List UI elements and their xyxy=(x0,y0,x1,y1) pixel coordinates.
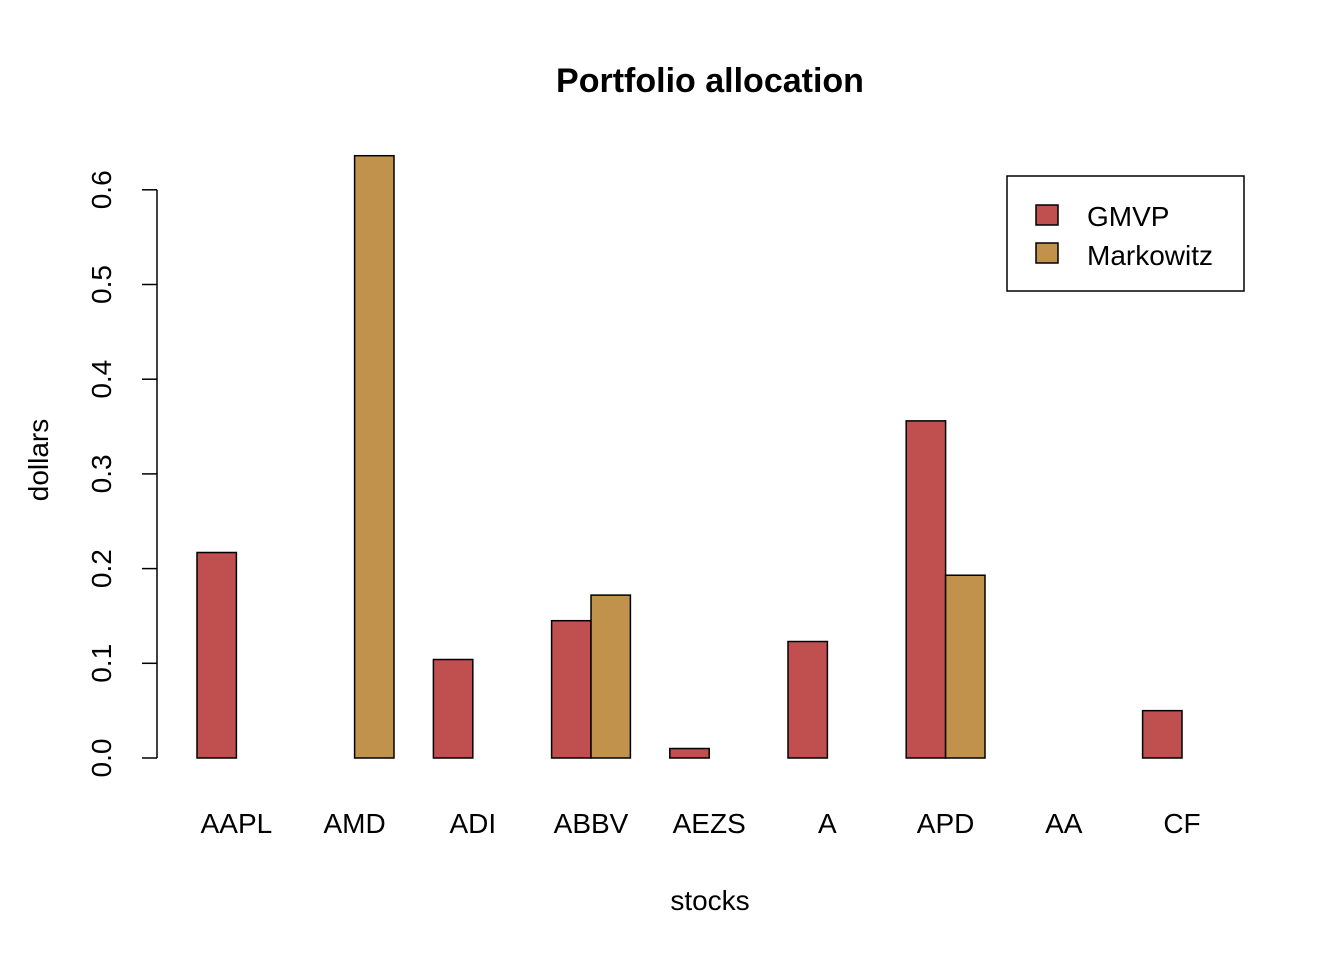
bar-gmvp-a xyxy=(787,640,829,759)
bars-group xyxy=(196,154,1183,759)
x-tick-label: AEZS xyxy=(673,808,746,839)
y-tick-label: 0.0 xyxy=(86,739,117,778)
x-tick-label: AAPL xyxy=(201,808,273,839)
chart-title: Portfolio allocation xyxy=(556,62,864,100)
y-tick-label: 0.3 xyxy=(86,454,117,493)
bar-gmvp-aapl xyxy=(196,551,238,759)
legend-box xyxy=(1006,175,1245,292)
bar-gmvp-abbv xyxy=(550,619,592,759)
bar-gmvp-cf xyxy=(1141,709,1183,759)
legend-label-markowitz: Markowitz xyxy=(1087,240,1213,271)
y-tick-label: 0.4 xyxy=(86,360,117,399)
x-tick-label: CF xyxy=(1163,808,1200,839)
legend-label-gmvp: GMVP xyxy=(1087,201,1169,232)
x-tick-labels: AAPL AMD ADI ABBV AEZS A APD AA CF xyxy=(201,808,1201,839)
bar-gmvp-apd xyxy=(905,420,947,759)
y-tick-label: 0.1 xyxy=(86,644,117,683)
y-axis: 0.0 0.1 0.2 0.3 0.4 0.5 0.6 xyxy=(86,170,158,778)
x-tick-label: ADI xyxy=(449,808,496,839)
legend-swatch-gmvp xyxy=(1035,204,1059,226)
y-tick-label: 0.2 xyxy=(86,549,117,588)
x-tick-label: ABBV xyxy=(554,808,629,839)
legend-swatch-markowitz xyxy=(1035,242,1059,264)
legend: GMVP Markowitz xyxy=(1006,175,1245,292)
bar-gmvp-aezs xyxy=(669,747,710,759)
x-tick-label: A xyxy=(818,808,837,839)
x-tick-label: AA xyxy=(1045,808,1083,839)
y-tick-label: 0.5 xyxy=(86,265,117,304)
bar-markowitz-apd xyxy=(944,574,986,759)
y-tick-label: 0.6 xyxy=(86,170,117,209)
bar-markowitz-abbv xyxy=(590,594,632,759)
x-tick-label: AMD xyxy=(323,808,385,839)
bar-markowitz-amd xyxy=(353,154,395,759)
x-tick-label: APD xyxy=(917,808,975,839)
x-axis-label: stocks xyxy=(670,885,749,916)
y-axis-label: dollars xyxy=(23,419,54,501)
bar-gmvp-adi xyxy=(432,658,474,759)
